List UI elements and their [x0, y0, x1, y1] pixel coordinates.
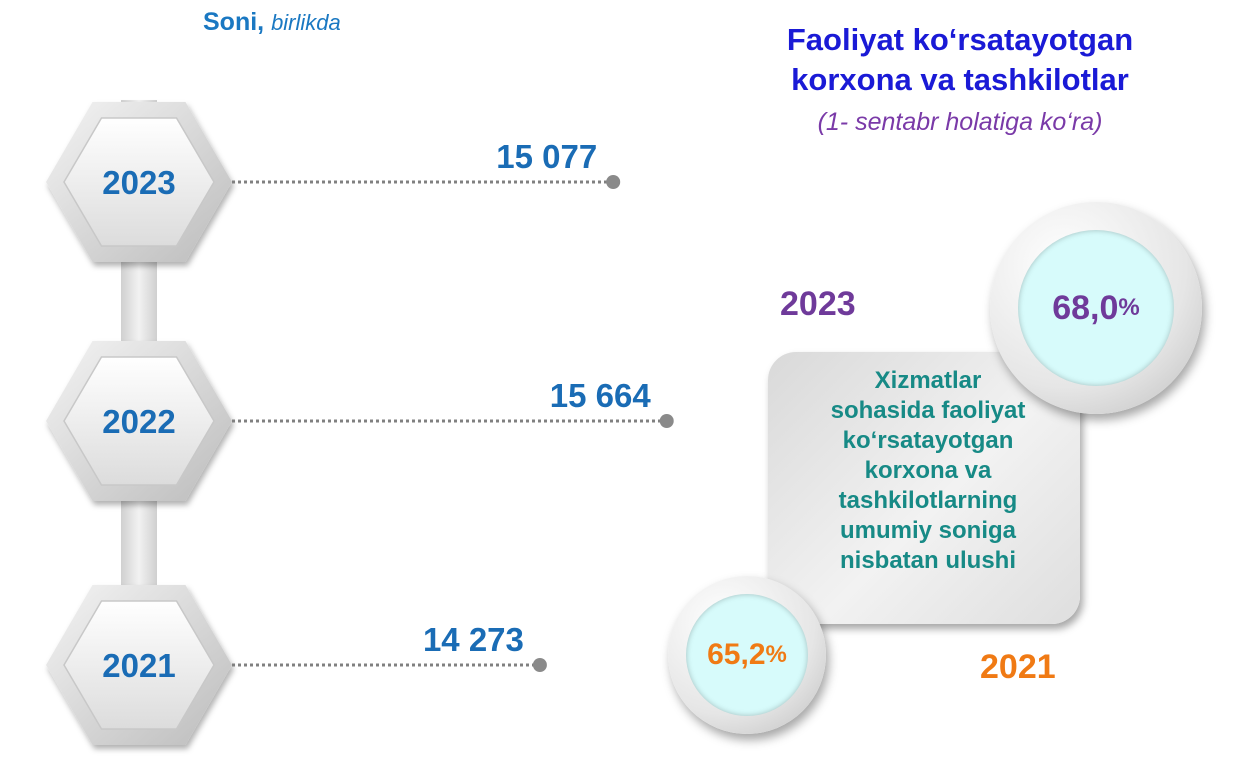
share-description-line: nisbatan ulushi: [839, 547, 1016, 574]
share-description: Xizmatlar sohasida faoliyat ko‘rsatayotg…: [790, 366, 1066, 576]
unit-label-bold: Soni,: [203, 8, 265, 36]
value-label: 15 664: [550, 377, 652, 414]
share-value-2021: 65,2%: [686, 594, 808, 716]
share-description-line: umumiy soniga: [839, 517, 1017, 544]
share-description-line: Xizmatlar: [874, 367, 982, 394]
value-label: 15 077: [496, 138, 597, 175]
share-circle-2021: 65,2%: [668, 576, 826, 734]
year-label: 2023: [102, 164, 175, 201]
chart-subtitle: (1- sentabr holatiga ko‘ra): [817, 108, 1103, 136]
year-hexagon-inner: [63, 117, 215, 247]
unit-label-italic: birlikda: [271, 10, 341, 35]
percent-sign: %: [765, 641, 787, 668]
share-year-2021: 2021: [980, 648, 1056, 686]
year-label: 2021: [102, 647, 175, 684]
percent-sign: %: [1118, 294, 1140, 321]
share-value-2023-number: 68,0: [1052, 288, 1119, 327]
year-timeline-chart: 2023 15 077 2022 15 664 2021 14 273: [46, 100, 674, 745]
value-label: 14 273: [423, 621, 524, 658]
share-description-line: korxona va: [864, 457, 992, 484]
share-description-line: sohasida faoliyat: [830, 397, 1026, 424]
share-year-2023: 2023: [780, 285, 856, 323]
chart-title-line-2: korxona va tashkilotlar: [791, 62, 1129, 97]
value-dot: [659, 414, 674, 428]
share-value-2021-number: 65,2: [707, 638, 766, 671]
year-hexagon-inner: [63, 356, 215, 486]
share-circle-2023: 68,0%: [990, 202, 1202, 414]
year-hexagon-inner: [63, 600, 215, 730]
share-description-card: [768, 352, 1080, 624]
share-description-line: tashkilotlarning: [838, 487, 1018, 514]
value-dot: [606, 175, 621, 189]
share-value-2023: 68,0%: [1018, 230, 1174, 386]
unit-label: Soni, birlikda: [203, 8, 341, 37]
share-description-line: ko‘rsatayotgan: [842, 427, 1014, 454]
year-label: 2022: [102, 403, 175, 440]
value-dot: [532, 658, 547, 672]
chart-title: Faoliyat ko‘rsatayotgan korxona va tashk…: [690, 20, 1230, 100]
chart-title-line-1: Faoliyat ko‘rsatayotgan: [786, 22, 1134, 57]
